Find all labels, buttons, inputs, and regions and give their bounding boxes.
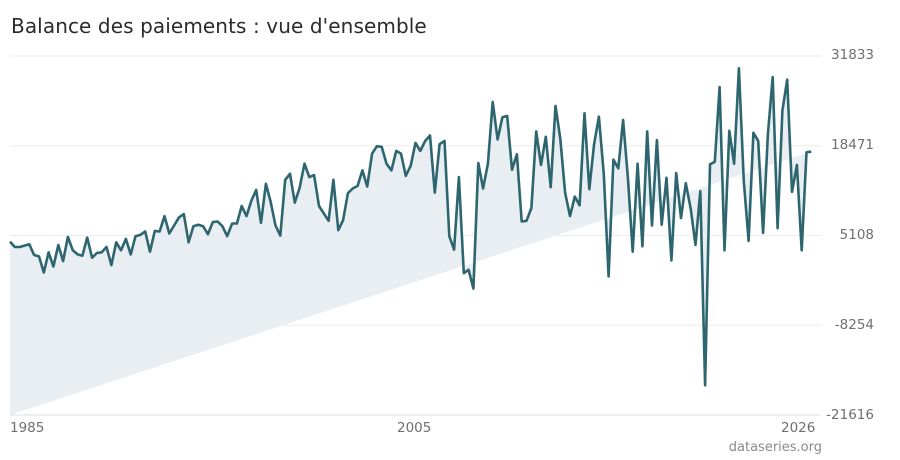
y-tick-label: -8254: [834, 317, 874, 333]
y-tick-label: 18471: [831, 137, 874, 153]
series-area: [10, 68, 812, 416]
x-tick-label: 2026: [781, 420, 816, 436]
source-label: dataseries.org: [728, 440, 822, 455]
y-tick-label: 31833: [831, 47, 874, 63]
x-tick-label: 2005: [397, 420, 432, 436]
chart-title: Balance des paiements : vue d'ensemble: [11, 14, 427, 38]
series-line: [9, 67, 812, 387]
y-tick-label: 5108: [839, 227, 874, 243]
x-tick-label: 1985: [10, 420, 45, 436]
y-tick-label: -21616: [826, 407, 874, 423]
